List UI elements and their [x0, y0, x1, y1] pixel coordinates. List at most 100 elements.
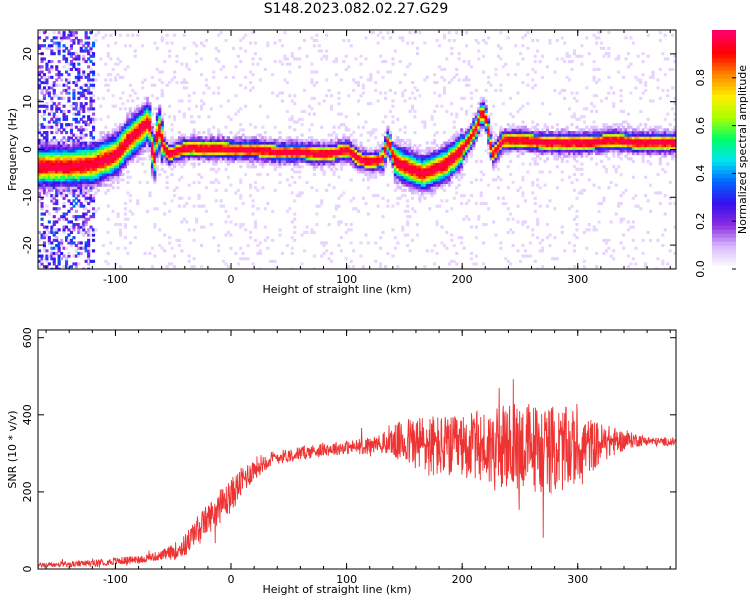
- heat-cell: [87, 159, 91, 163]
- heat-cell: [121, 128, 125, 132]
- heat-cell: [357, 157, 361, 161]
- heat-cell: [79, 165, 83, 169]
- heat-cell: [65, 123, 69, 127]
- heat-cell: [163, 212, 167, 216]
- heat-cell: [74, 254, 78, 258]
- heat-cell: [123, 207, 127, 211]
- heat-cell: [388, 133, 392, 137]
- heat-cell: [192, 141, 196, 145]
- heat-cell: [376, 99, 380, 103]
- heat-cell: [276, 146, 280, 150]
- heat-cell: [116, 128, 120, 132]
- heat-cell: [92, 215, 96, 219]
- heat-cell: [295, 146, 299, 150]
- heat-cell: [381, 152, 385, 156]
- heat-cell: [531, 146, 535, 150]
- heat-cell: [366, 241, 370, 245]
- heat-cell: [195, 220, 199, 224]
- heat-cell: [293, 159, 297, 163]
- heat-cell: [450, 149, 454, 153]
- heat-cell: [79, 136, 83, 140]
- heat-cell: [261, 152, 265, 156]
- heat-cell: [398, 180, 402, 184]
- heat-cell: [472, 123, 476, 127]
- heat-cell: [433, 173, 437, 177]
- heat-cell: [92, 78, 96, 82]
- heat-cell: [406, 220, 410, 224]
- heat-cell: [474, 225, 478, 229]
- heat-cell: [168, 138, 172, 142]
- heat-cell: [305, 154, 309, 158]
- heat-cell: [253, 157, 257, 161]
- heat-cell: [413, 165, 417, 169]
- heat-cell: [371, 131, 375, 135]
- heat-cell: [430, 115, 434, 119]
- heat-cell: [123, 136, 127, 140]
- heat-cell: [369, 154, 373, 158]
- heat-cell: [418, 165, 422, 169]
- heat-cell: [200, 57, 204, 61]
- heat-cell: [177, 238, 181, 242]
- heat-cell: [45, 265, 49, 269]
- heat-cell: [96, 96, 100, 100]
- heat-cell: [40, 196, 44, 200]
- heat-cell: [521, 244, 525, 248]
- heat-cell: [322, 162, 326, 166]
- heat-cell: [268, 144, 272, 148]
- heat-cell: [472, 138, 476, 142]
- heat-cell: [519, 149, 523, 153]
- heat-cell: [52, 202, 56, 206]
- heat-cell: [393, 49, 397, 53]
- heat-cell: [106, 251, 110, 255]
- heat-cell: [450, 152, 454, 156]
- heat-cell: [271, 259, 275, 263]
- heat-cell: [38, 70, 42, 74]
- heat-cell: [52, 175, 56, 179]
- heat-cell: [114, 131, 118, 135]
- heat-cell: [357, 81, 361, 85]
- heat-cell: [236, 138, 240, 142]
- heat-cell: [101, 175, 105, 179]
- heat-cell: [60, 257, 64, 261]
- heat-cell: [204, 138, 208, 142]
- heat-cell: [425, 152, 429, 156]
- heat-cell: [77, 183, 81, 187]
- heat-cell: [222, 154, 226, 158]
- heat-cell: [65, 152, 69, 156]
- heat-cell: [565, 125, 569, 129]
- heat-cell: [40, 44, 44, 48]
- heat-cell: [136, 128, 140, 132]
- heat-cell: [568, 175, 572, 179]
- heat-cell: [128, 146, 132, 150]
- heat-cell: [173, 138, 177, 142]
- heat-cell: [455, 136, 459, 140]
- heat-cell: [533, 162, 537, 166]
- heat-cell: [45, 91, 49, 95]
- heat-cell: [204, 186, 208, 190]
- heat-cell: [482, 70, 486, 74]
- heat-cell: [62, 112, 66, 116]
- heat-cell: [263, 154, 267, 158]
- heat-cell: [82, 88, 86, 92]
- heat-cell: [317, 141, 321, 145]
- heat-cell: [187, 136, 191, 140]
- heat-cell: [200, 244, 204, 248]
- heat-cell: [42, 170, 46, 174]
- heat-cell: [148, 141, 152, 145]
- heat-cell: [349, 159, 353, 163]
- heat-cell: [109, 57, 113, 61]
- heat-cell: [477, 102, 481, 106]
- heat-cell: [153, 180, 157, 184]
- heat-cell: [541, 246, 545, 250]
- heat-cell: [133, 91, 137, 95]
- heat-cell: [96, 167, 100, 171]
- heat-cell: [89, 159, 93, 163]
- heat-cell: [47, 238, 51, 242]
- heat-cell: [538, 241, 542, 245]
- heat-cell: [52, 157, 56, 161]
- heat-cell: [280, 149, 284, 153]
- heat-cell: [371, 173, 375, 177]
- heat-cell: [484, 112, 488, 116]
- heat-cell: [153, 254, 157, 258]
- heat-cell: [148, 133, 152, 137]
